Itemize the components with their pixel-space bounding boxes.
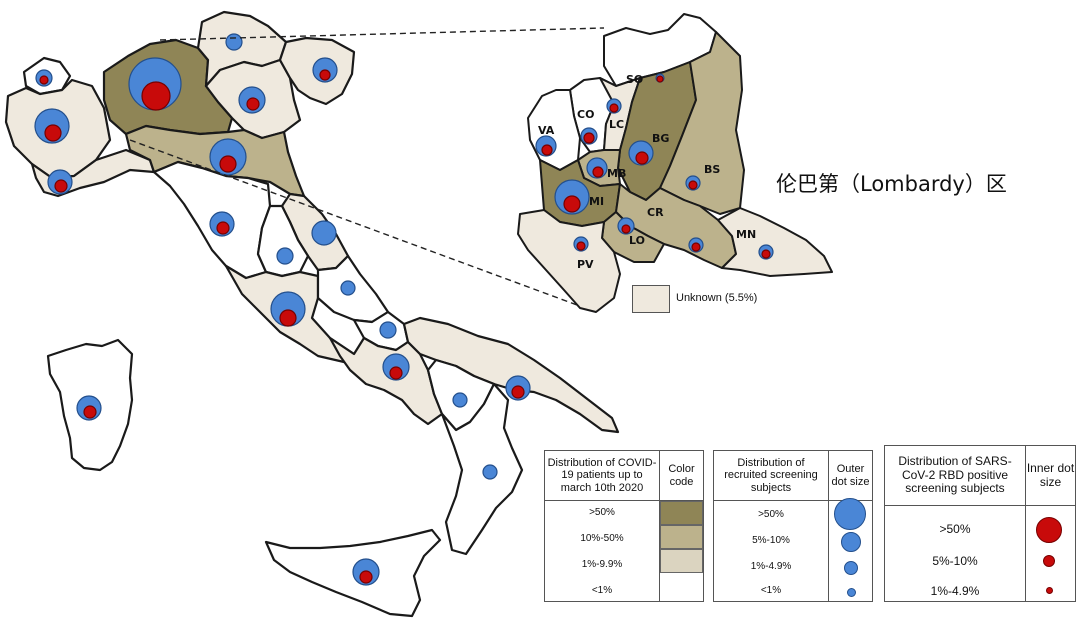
dot-pair-mi [554, 179, 590, 215]
dot-pair-campania [382, 353, 410, 381]
legend-positive-row-label: 1%-4.9% [930, 584, 980, 598]
dot-pair-so [655, 73, 665, 83]
label-co: CO [577, 108, 594, 121]
label-mi: MI [589, 195, 604, 208]
legend-patients-row-label: 1%-9.9% [581, 559, 623, 570]
dot-pair-emilia [209, 138, 247, 176]
outer-dot-small [844, 561, 858, 575]
dot-pair-friuli [312, 57, 338, 83]
legend-patients-header: Distribution of COVID-19 patients up to … [545, 451, 659, 501]
legend-subjects-row-label: 5%-10% [752, 535, 790, 546]
dot-pair-bs [685, 175, 701, 191]
label-lc: LC [609, 118, 624, 131]
dot-pair-mb [586, 157, 608, 179]
legend-patients-color-header: Color code [659, 451, 703, 501]
unknown-swatch [632, 285, 670, 313]
inner-dot-small [1046, 587, 1053, 594]
dot-pair-sicilia [352, 558, 380, 586]
swatch-gt50 [660, 501, 703, 525]
dot-pair-calabria [482, 464, 498, 480]
legend-positive-row-label: >50% [939, 522, 971, 536]
dot-pair-cr [688, 237, 704, 253]
legend-patients-row-label: <1% [591, 585, 613, 596]
dot-pair-toscana [209, 211, 235, 237]
legend-subjects-row-label: >50% [758, 509, 784, 520]
province-labels: SO CO LC VA BG BS MB MI CR LO MN PV [538, 73, 756, 271]
legend-subjects-row-label: <1% [760, 585, 782, 596]
legend-patients-row-label: 10%-50% [580, 533, 624, 544]
dot-pair-umbria [276, 247, 294, 265]
dot-pair-va [535, 135, 557, 157]
region-umbria [256, 204, 310, 278]
legend-subjects-header: Distribution of recruited screening subj… [714, 451, 828, 501]
province-mn [717, 207, 833, 277]
lombardy-inset [517, 13, 833, 313]
label-bg: BG [652, 132, 669, 145]
dot-pair-marche [311, 220, 337, 246]
inner-dot-large [1036, 517, 1062, 543]
legend-patients-divider [659, 501, 660, 601]
swatch-1-10 [660, 549, 703, 573]
label-va: VA [538, 124, 555, 137]
legend-patients-row-label: >50% [589, 507, 615, 518]
dot-pair-basilicata [452, 392, 468, 408]
dot-pair-sardegna [76, 395, 102, 421]
legend-positive-header: Distribution of SARS-CoV-2 RBD positive … [885, 446, 1025, 506]
dot-pair-puglia [505, 375, 531, 401]
dot-pair-veneto [238, 86, 266, 114]
legend-subjects-dot-header: Outer dot size [828, 451, 872, 501]
dot-pair-mn [758, 244, 774, 260]
label-so: SO [626, 73, 643, 86]
dot-pair-abruzzo [340, 280, 356, 296]
legend-positive-divider [1025, 506, 1026, 601]
province-bs [659, 31, 745, 215]
region-calabria [440, 382, 524, 556]
label-pv: PV [577, 258, 594, 271]
lombardy-dots [535, 73, 774, 260]
dot-pair-valle-daosta [35, 69, 53, 87]
dot-pair-molise [379, 321, 397, 339]
dot-pair-liguria [47, 169, 73, 195]
dot-pair-piemonte [34, 108, 70, 144]
italy-dots [34, 33, 531, 586]
label-bs: BS [704, 163, 720, 176]
dot-pair-co [580, 127, 598, 145]
swatch-10-50 [660, 525, 703, 549]
unknown-label: Unknown (5.5%) [676, 292, 758, 304]
label-cr: CR [647, 206, 664, 219]
legend-positive: Distribution of SARS-CoV-2 RBD positive … [884, 445, 1076, 602]
outer-dot-medium [841, 532, 861, 552]
legend-patients: Distribution of COVID-19 patients up to … [544, 450, 704, 602]
outer-dot-large [834, 498, 866, 530]
dot-pair-lombardia [128, 57, 182, 111]
dot-pair-lc [606, 98, 622, 114]
dot-pair-lazio [270, 291, 306, 327]
inner-dot-medium [1043, 555, 1055, 567]
inset-title: 伦巴第（Lombardy）区 [776, 172, 1007, 196]
label-lo: LO [629, 234, 645, 247]
zoom-guide-lines [129, 27, 605, 313]
label-mb: MB [607, 167, 626, 180]
dot-pair-trentino [225, 33, 243, 51]
legend-positive-dot-header: Inner dot size [1025, 446, 1075, 506]
italy-regions [4, 10, 620, 618]
label-mn: MN [736, 228, 756, 241]
legend-subjects-row-label: 1%-4.9% [750, 561, 792, 572]
legend-subjects: Distribution of recruited screening subj… [713, 450, 873, 602]
dot-pair-bg [628, 140, 654, 166]
legend-subjects-divider [828, 501, 829, 601]
province-pv [517, 209, 621, 313]
dot-pair-pv [573, 236, 589, 252]
dot-pair-lo [617, 217, 635, 235]
legend-positive-row-label: 5%-10% [932, 554, 978, 568]
outer-dot-tiny [847, 588, 856, 597]
